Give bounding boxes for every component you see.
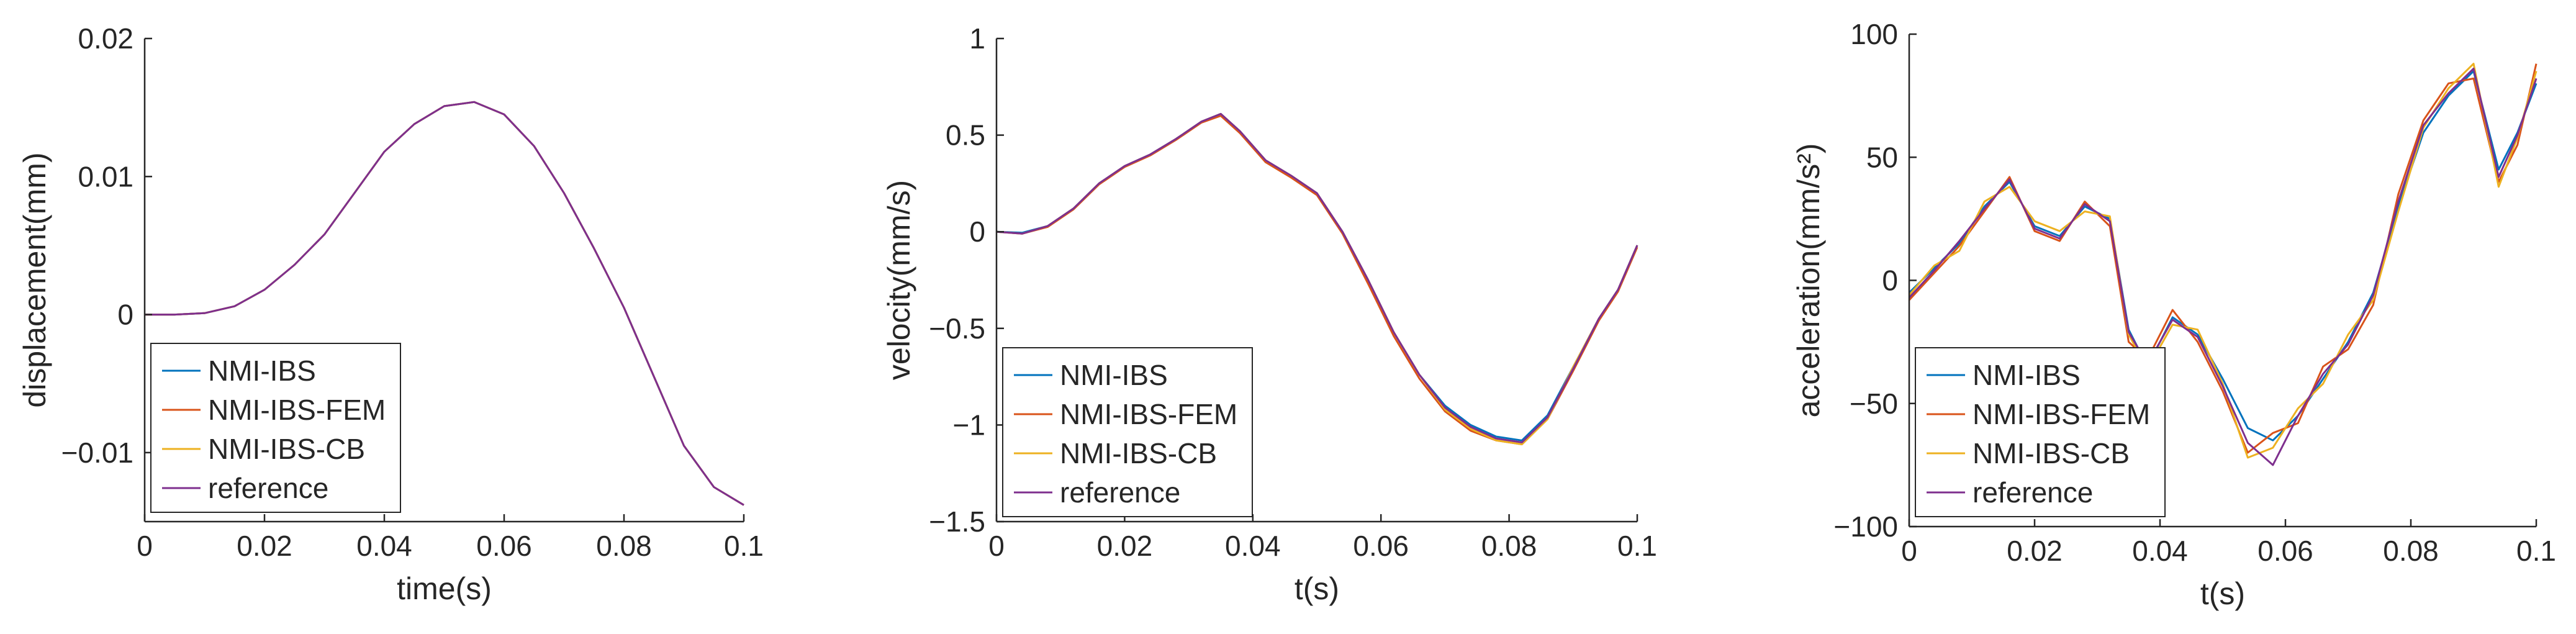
legend-entry: NMI-IBS-CB	[1973, 437, 2130, 469]
y-tick-label: 100	[1850, 18, 1898, 50]
chart-panel-3: 0 0.02 0.04 0.06 0.08 0.1 −100 −50 0 50 100 t(s) acc…	[1791, 18, 2556, 611]
legend-entry: NMI-IBS	[1973, 359, 2081, 391]
y-tick-label: 0.01	[78, 160, 133, 192]
legend-entry: reference	[208, 472, 328, 504]
legend-entry: NMI-IBS	[208, 355, 316, 387]
y-axis-label: acceleration(mm/s²)	[1791, 143, 1826, 418]
x-tick-label: 0.1	[724, 530, 764, 562]
x-axis-label: t(s)	[2200, 576, 2245, 611]
y-axis-label: velocity(mm/s)	[882, 180, 916, 380]
x-tick-label: 0.08	[2383, 535, 2439, 567]
x-tick-label: 0.1	[1617, 530, 1657, 562]
x-tick-label: 0	[988, 530, 1005, 562]
x-tick-label: 0.06	[1353, 530, 1409, 562]
legend: NMI-IBS NMI-IBS-FEM NMI-IBS-CB reference	[1915, 347, 2166, 517]
series-line-reference	[996, 112, 1638, 443]
legend-entry: reference	[1060, 476, 1180, 509]
x-tick-label: 0.1	[2516, 535, 2556, 567]
legend-entry: NMI-IBS-CB	[208, 433, 365, 465]
y-tick-label: −100	[1833, 510, 1898, 543]
legend-entry: NMI-IBS-FEM	[1973, 398, 2150, 430]
x-tick-label: 0	[1901, 535, 1917, 567]
y-tick-label: −0.5	[929, 312, 985, 345]
series-line-reference	[145, 101, 744, 506]
x-tick-label: 0.06	[476, 530, 532, 562]
legend: NMI-IBS NMI-IBS-FEM NMI-IBS-CB reference	[150, 343, 401, 513]
legend-entry: NMI-IBS-FEM	[1060, 398, 1237, 430]
y-tick-label: −1	[953, 409, 985, 441]
y-tick-label: 0	[117, 299, 133, 331]
legend-entry: reference	[1973, 476, 2093, 509]
series-line-reference	[1908, 68, 2538, 466]
y-tick-label: 0.5	[946, 119, 985, 152]
chart-panel-1: 0 0.02 0.04 0.06 0.08 0.1 −0.01 0 0.01 0.02 time(s…	[17, 22, 764, 606]
x-axis-label: t(s)	[1295, 571, 1339, 606]
x-tick-label: 0.02	[2007, 535, 2063, 567]
chart-panel-2: 0 0.02 0.04 0.06 0.08 0.1 −1.5 −1 −0.5 0 0.5 1 t(s) v…	[882, 22, 1657, 606]
y-tick-label: 0.02	[78, 22, 133, 55]
x-tick-label: 0	[137, 530, 153, 562]
x-tick-label: 0.04	[356, 530, 412, 562]
x-tick-label: 0.08	[596, 530, 652, 562]
y-tick-label: −0.01	[61, 437, 133, 469]
x-tick-label: 0.08	[1481, 530, 1537, 562]
x-tick-label: 0.02	[237, 530, 292, 562]
y-tick-label: 0	[969, 215, 985, 248]
x-tick-label: 0.06	[2257, 535, 2313, 567]
y-tick-label: −1.5	[929, 505, 985, 538]
y-tick-label: 1	[969, 22, 985, 55]
x-tick-label: 0.02	[1097, 530, 1153, 562]
y-tick-label: 50	[1866, 141, 1898, 173]
legend: NMI-IBS NMI-IBS-FEM NMI-IBS-CB reference	[1002, 347, 1253, 517]
x-tick-label: 0.04	[1225, 530, 1281, 562]
legend-entry: NMI-IBS-CB	[1060, 437, 1217, 469]
series-line-nmi-ibs-cb	[1908, 63, 2538, 459]
x-axis-label: time(s)	[397, 571, 492, 606]
legend-entry: NMI-IBS-FEM	[208, 394, 386, 426]
legend-entry: NMI-IBS	[1060, 359, 1168, 391]
x-tick-label: 0.04	[2132, 535, 2188, 567]
y-axis-label: displacement(mm)	[17, 152, 52, 407]
y-tick-label: 0	[1882, 265, 1898, 297]
y-tick-label: −50	[1850, 387, 1898, 420]
